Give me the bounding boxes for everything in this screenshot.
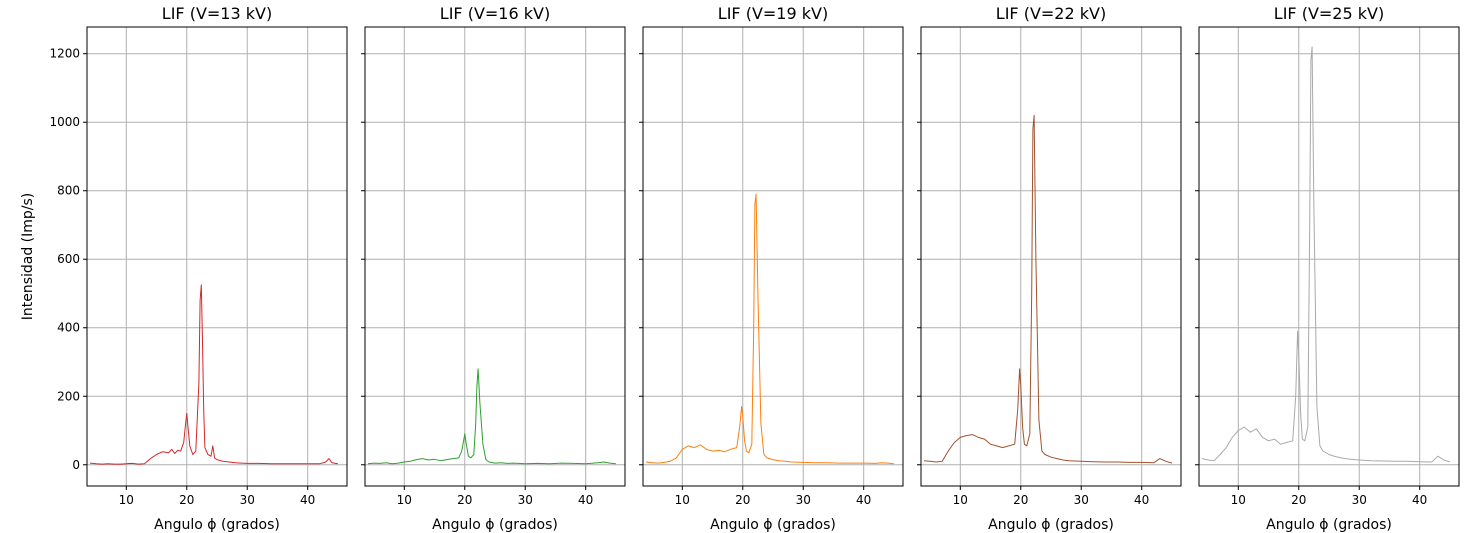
y-tick-label: 0 [72,458,80,472]
y-tick-label: 600 [57,252,80,266]
x-tick-label: 10 [397,493,412,507]
y-tick-label: 200 [57,389,80,403]
panel-title: LIF (V=16 kV) [440,4,550,23]
x-axis-label: Angulo ϕ (grados) [432,517,558,533]
plot-area [642,26,904,487]
x-axis-label: Angulo ϕ (grados) [154,517,280,533]
x-axis-label: Angulo ϕ (grados) [988,517,1114,533]
y-tick-label: 800 [57,184,80,198]
series-line [1201,46,1451,463]
x-tick-label: 10 [119,493,134,507]
x-tick-label: 40 [1412,493,1427,507]
x-tick-label: 10 [953,493,968,507]
x-tick-label: 20 [735,493,750,507]
series-line [923,114,1173,464]
panel-title: LIF (V=13 kV) [162,4,272,23]
series-line [89,284,338,465]
plot-area [1198,26,1460,487]
x-tick-label: 20 [179,493,194,507]
x-tick-label: 10 [1231,493,1246,507]
x-tick-label: 20 [1291,493,1306,507]
panel-title: LIF (V=19 kV) [718,4,828,23]
y-tick-label: 1200 [49,47,80,61]
x-tick-label: 30 [518,493,533,507]
x-tick-label: 10 [675,493,690,507]
x-tick-label: 30 [1352,493,1367,507]
panel-title: LIF (V=22 kV) [996,4,1106,23]
x-tick-label: 40 [856,493,871,507]
y-tick-label: 400 [57,321,80,335]
x-axis-label: Angulo ϕ (grados) [710,517,836,533]
panel-title: LIF (V=25 kV) [1274,4,1384,23]
x-tick-label: 40 [1134,493,1149,507]
x-tick-label: 20 [1013,493,1028,507]
x-tick-label: 40 [300,493,315,507]
y-tick-label: 1000 [49,115,80,129]
x-axis-label: Angulo ϕ (grados) [1266,517,1392,533]
plot-area [364,26,626,487]
x-tick-label: 30 [796,493,811,507]
x-tick-label: 30 [1074,493,1089,507]
x-tick-label: 40 [578,493,593,507]
y-axis-label: Intensidad (Imp/s) [20,193,36,321]
plot-area [86,26,348,487]
x-tick-label: 20 [457,493,472,507]
series-line [367,368,616,465]
plot-area [920,26,1182,487]
series-line [645,193,894,465]
x-tick-label: 30 [240,493,255,507]
